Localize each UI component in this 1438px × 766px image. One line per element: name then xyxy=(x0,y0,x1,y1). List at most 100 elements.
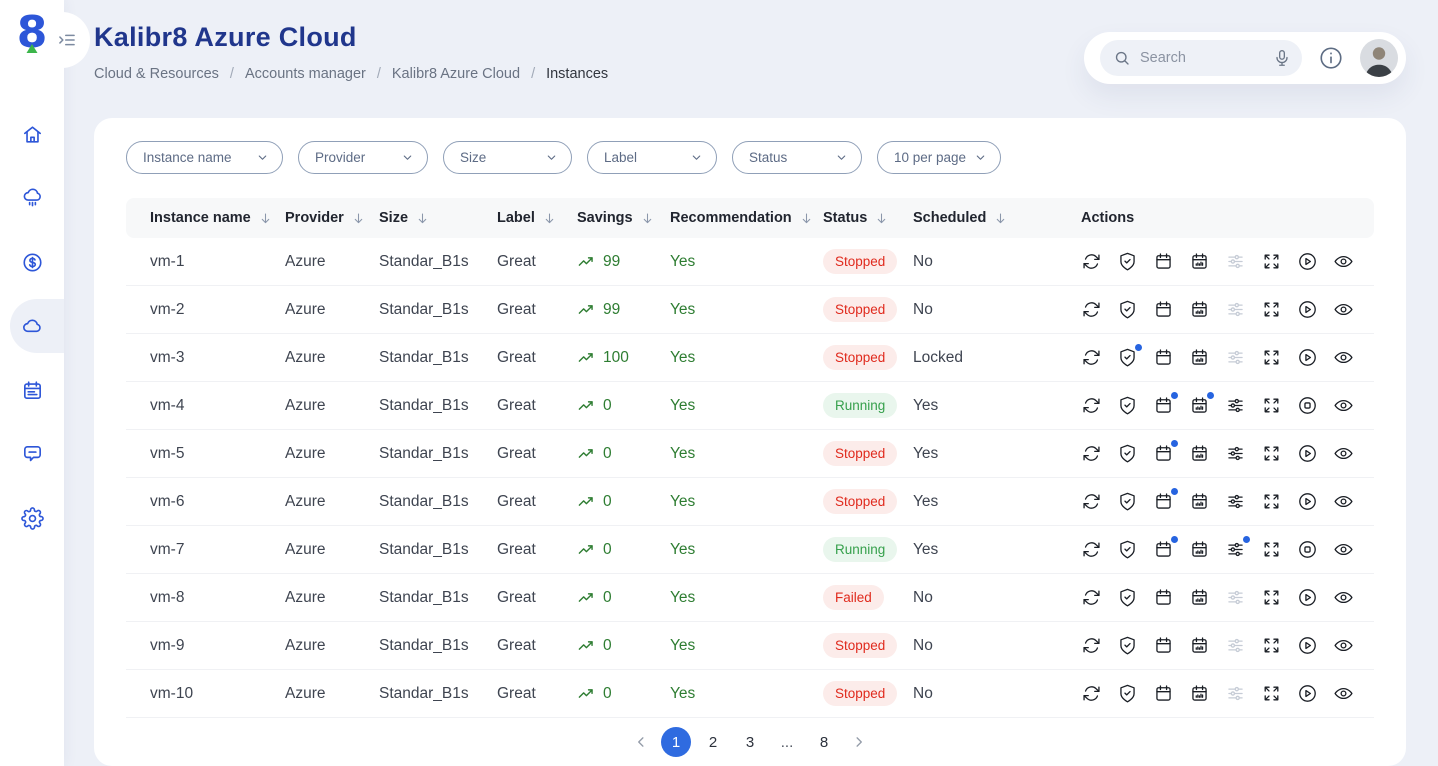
action-calendar[interactable] xyxy=(1153,488,1178,512)
action-eye[interactable] xyxy=(1333,635,1354,656)
action-calendar-chart[interactable] xyxy=(1189,587,1210,608)
filter-provider[interactable]: Provider xyxy=(298,141,428,174)
action-calendar-chart[interactable] xyxy=(1189,347,1210,368)
action-shield-check[interactable] xyxy=(1117,251,1138,272)
action-sync[interactable] xyxy=(1081,683,1102,704)
action-play[interactable] xyxy=(1297,587,1318,608)
action-expand[interactable] xyxy=(1261,683,1282,704)
action-calendar-chart[interactable] xyxy=(1189,539,1210,560)
action-calendar[interactable] xyxy=(1153,347,1174,368)
action-shield-check[interactable] xyxy=(1117,539,1138,560)
mic-icon[interactable] xyxy=(1272,48,1292,68)
sidebar-item-settings[interactable] xyxy=(0,486,64,550)
search-box[interactable] xyxy=(1100,40,1302,76)
action-shield-check[interactable] xyxy=(1117,587,1138,608)
search-input[interactable] xyxy=(1140,50,1263,66)
column-header-scheduled[interactable]: Scheduled xyxy=(913,210,1081,226)
action-shield-check[interactable] xyxy=(1117,635,1138,656)
filter-size[interactable]: Size xyxy=(443,141,572,174)
action-calendar-chart[interactable] xyxy=(1189,443,1210,464)
column-header-recommendation[interactable]: Recommendation xyxy=(670,210,823,226)
column-header-label[interactable]: Label xyxy=(497,210,577,226)
action-shield-check[interactable] xyxy=(1117,491,1138,512)
column-header-savings[interactable]: Savings xyxy=(577,210,670,226)
action-sliders[interactable] xyxy=(1225,536,1250,560)
action-play[interactable] xyxy=(1297,299,1318,320)
action-play[interactable] xyxy=(1297,443,1318,464)
pagination-page-2[interactable]: 2 xyxy=(708,733,718,751)
action-eye[interactable] xyxy=(1333,251,1354,272)
sort-arrow-icon[interactable] xyxy=(640,211,655,226)
action-sliders[interactable] xyxy=(1225,587,1246,608)
action-sliders[interactable] xyxy=(1225,443,1246,464)
action-sync[interactable] xyxy=(1081,443,1102,464)
filter-label[interactable]: Label xyxy=(587,141,717,174)
action-sync[interactable] xyxy=(1081,347,1102,368)
column-header-provider[interactable]: Provider xyxy=(285,210,379,226)
breadcrumb-item[interactable]: Kalibr8 Azure Cloud xyxy=(391,66,521,82)
action-eye[interactable] xyxy=(1333,683,1354,704)
breadcrumb-item[interactable]: Cloud & Resources xyxy=(94,66,219,82)
column-header-instance-name[interactable]: Instance name xyxy=(150,210,285,226)
action-sliders[interactable] xyxy=(1225,491,1246,512)
action-expand[interactable] xyxy=(1261,587,1282,608)
sidebar-item-costs[interactable] xyxy=(0,230,64,294)
action-sync[interactable] xyxy=(1081,395,1102,416)
action-shield-check[interactable] xyxy=(1117,299,1138,320)
action-play[interactable] xyxy=(1297,683,1318,704)
action-calendar-chart[interactable] xyxy=(1189,491,1210,512)
action-expand[interactable] xyxy=(1261,635,1282,656)
action-eye[interactable] xyxy=(1333,443,1354,464)
action-play[interactable] xyxy=(1297,491,1318,512)
action-shield-check[interactable] xyxy=(1117,683,1138,704)
action-shield-check[interactable] xyxy=(1117,344,1142,368)
action-shield-check[interactable] xyxy=(1117,443,1138,464)
pagination-page-3[interactable]: 3 xyxy=(745,733,755,751)
action-stop[interactable] xyxy=(1297,539,1318,560)
sort-arrow-icon[interactable] xyxy=(258,211,273,226)
action-expand[interactable] xyxy=(1261,347,1282,368)
action-sync[interactable] xyxy=(1081,587,1102,608)
action-shield-check[interactable] xyxy=(1117,395,1138,416)
action-eye[interactable] xyxy=(1333,299,1354,320)
sort-arrow-icon[interactable] xyxy=(874,211,889,226)
column-header-status[interactable]: Status xyxy=(823,210,913,226)
action-expand[interactable] xyxy=(1261,539,1282,560)
action-eye[interactable] xyxy=(1333,539,1354,560)
action-sync[interactable] xyxy=(1081,539,1102,560)
sort-arrow-icon[interactable] xyxy=(415,211,430,226)
action-sync[interactable] xyxy=(1081,251,1102,272)
action-sliders[interactable] xyxy=(1225,683,1246,704)
pagination-next[interactable] xyxy=(846,727,872,757)
action-calendar-chart[interactable] xyxy=(1189,683,1210,704)
sort-arrow-icon[interactable] xyxy=(993,211,1008,226)
action-eye[interactable] xyxy=(1333,347,1354,368)
action-sync[interactable] xyxy=(1081,491,1102,512)
pagination-page-1[interactable]: 1 xyxy=(661,727,691,757)
action-eye[interactable] xyxy=(1333,395,1354,416)
action-calendar[interactable] xyxy=(1153,587,1174,608)
action-play[interactable] xyxy=(1297,251,1318,272)
action-calendar-chart[interactable] xyxy=(1189,635,1210,656)
column-header-size[interactable]: Size xyxy=(379,210,497,226)
action-eye[interactable] xyxy=(1333,491,1354,512)
action-calendar-chart[interactable] xyxy=(1189,299,1210,320)
sidebar-item-cloud-resources[interactable] xyxy=(0,166,64,230)
action-sync[interactable] xyxy=(1081,299,1102,320)
filter-10-per-page[interactable]: 10 per page xyxy=(877,141,1001,174)
sidebar-collapse-button[interactable] xyxy=(34,12,90,68)
action-sliders[interactable] xyxy=(1225,347,1246,368)
action-play[interactable] xyxy=(1297,347,1318,368)
sidebar-item-messages[interactable] xyxy=(0,422,64,486)
action-calendar-chart[interactable] xyxy=(1189,392,1214,416)
info-icon[interactable] xyxy=(1318,45,1344,71)
action-calendar[interactable] xyxy=(1153,683,1174,704)
action-expand[interactable] xyxy=(1261,299,1282,320)
action-sync[interactable] xyxy=(1081,635,1102,656)
filter-instance-name[interactable]: Instance name xyxy=(126,141,283,174)
sidebar-item-schedules[interactable] xyxy=(0,358,64,422)
action-play[interactable] xyxy=(1297,635,1318,656)
filter-status[interactable]: Status xyxy=(732,141,862,174)
action-calendar-chart[interactable] xyxy=(1189,251,1210,272)
action-expand[interactable] xyxy=(1261,395,1282,416)
